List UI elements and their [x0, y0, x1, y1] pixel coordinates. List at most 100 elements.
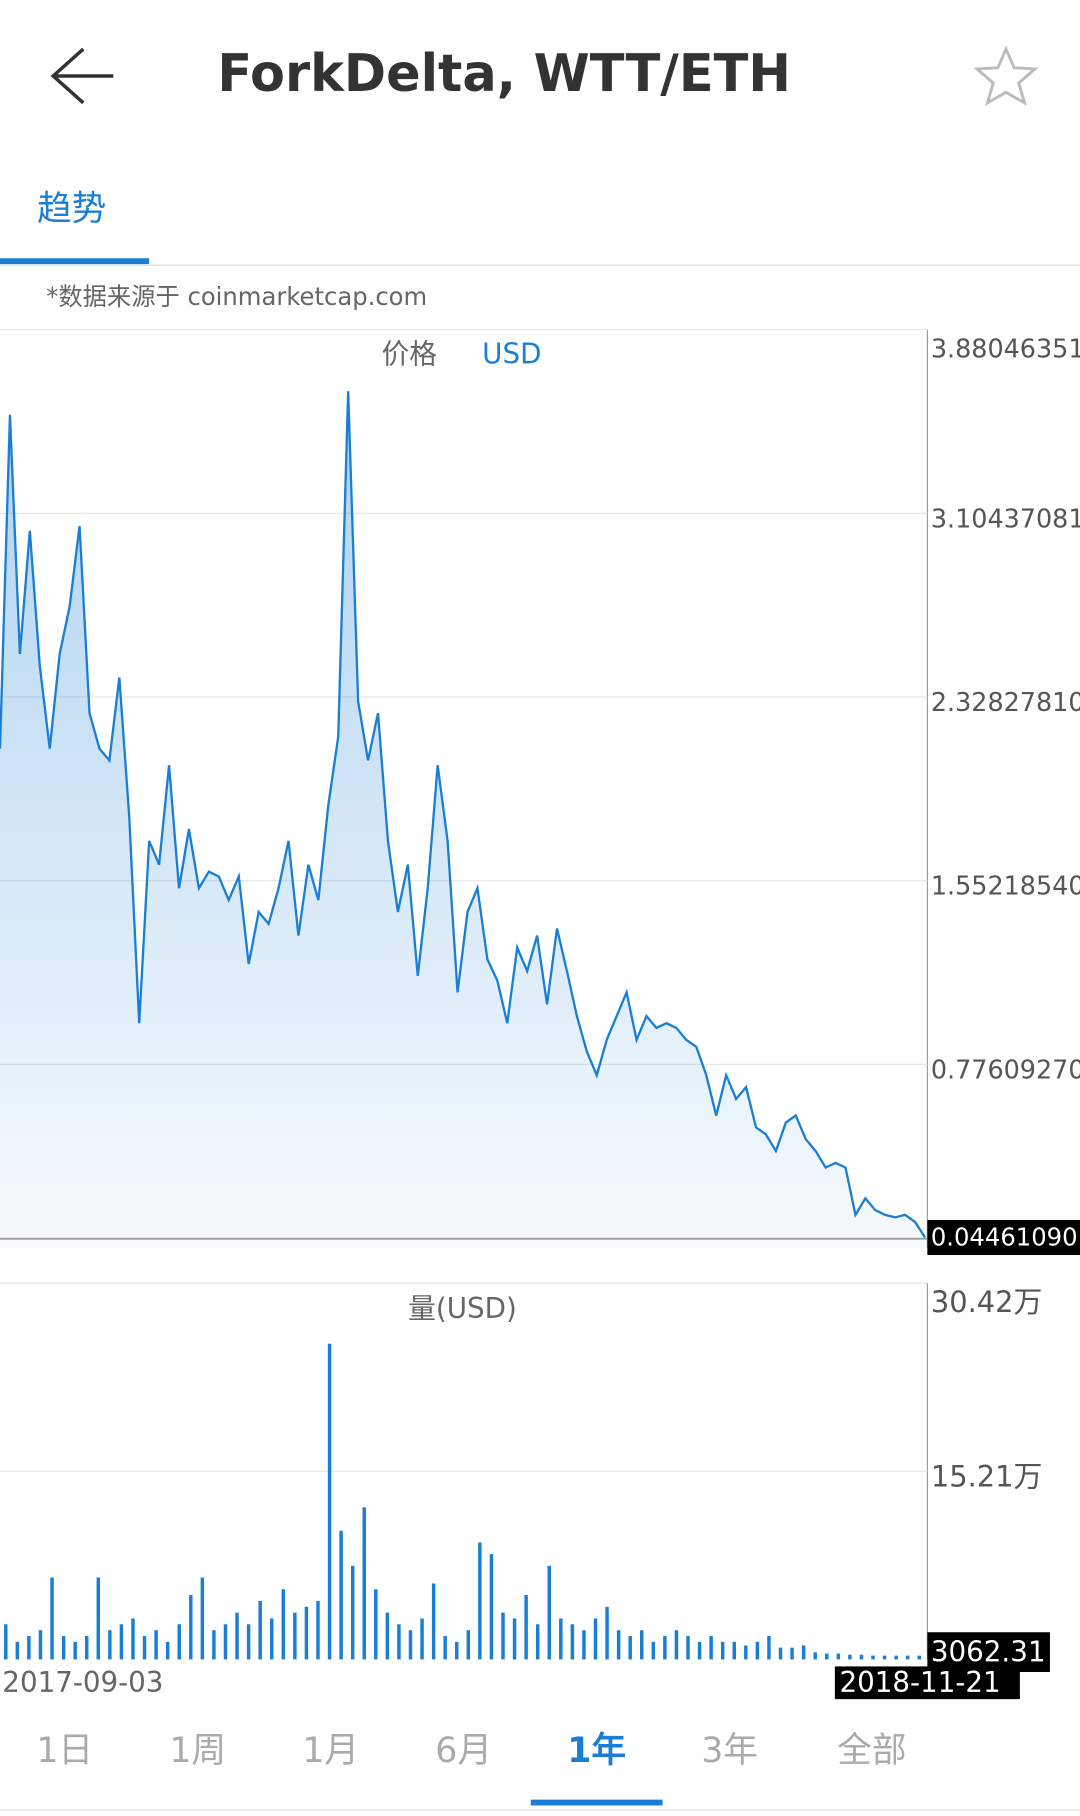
volume-bar	[732, 1641, 736, 1660]
volume-bar	[501, 1612, 505, 1660]
chart-title: 价格	[382, 337, 438, 370]
volume-bar	[84, 1636, 89, 1660]
page-title: ForkDelta, WTT/ETH	[217, 45, 791, 104]
volume-bar	[848, 1654, 852, 1660]
volume-bar	[512, 1618, 517, 1660]
volume-bar	[131, 1618, 135, 1660]
volume-bar	[651, 1641, 656, 1660]
price-line	[0, 391, 927, 1239]
volume-bar	[640, 1630, 644, 1660]
volume-bar	[882, 1655, 887, 1660]
volume-bar	[397, 1624, 401, 1660]
volume-bar	[374, 1589, 378, 1660]
volume-bar	[304, 1606, 309, 1660]
volume-bar	[189, 1595, 193, 1660]
tab[interactable]: 趋势	[37, 189, 106, 229]
current-volume-label: 3062.31	[931, 1635, 1046, 1668]
volume-bar	[674, 1630, 679, 1660]
volume-bar	[50, 1577, 54, 1660]
volume-bar	[547, 1565, 551, 1660]
volume-bar	[697, 1641, 702, 1660]
volume-bar	[524, 1595, 528, 1660]
volume-bar	[593, 1618, 598, 1660]
range-button[interactable]: 3年	[701, 1731, 758, 1771]
volume-bar	[212, 1630, 216, 1660]
y-tick-label: 15.21万	[931, 1459, 1043, 1493]
volume-bar	[293, 1612, 297, 1660]
volume-bar	[790, 1647, 794, 1660]
volume-bar	[119, 1624, 124, 1660]
volume-bar	[871, 1655, 875, 1660]
chart-unit: USD	[482, 337, 541, 370]
volume-bar	[720, 1641, 725, 1660]
volume-bar	[316, 1600, 320, 1660]
favorite-star[interactable]	[973, 45, 1039, 106]
volume-bar	[154, 1630, 158, 1660]
volume-bar	[917, 1655, 922, 1660]
volume-bar	[559, 1618, 563, 1660]
source-note: *数据来源于 coinmarketcap.com	[46, 282, 427, 311]
volume-bar	[570, 1624, 575, 1660]
volume-bar	[165, 1641, 170, 1660]
back-button[interactable]	[50, 47, 114, 105]
volume-bar	[339, 1530, 343, 1660]
range-button[interactable]: 6月	[435, 1731, 492, 1771]
volume-bar	[281, 1589, 286, 1660]
volume-bar	[246, 1624, 251, 1660]
chart-title: 量(USD)	[408, 1292, 517, 1325]
volume-bar	[686, 1636, 690, 1660]
x-start-label: 2017-09-03	[2, 1666, 163, 1699]
volume-bar	[616, 1630, 621, 1660]
y-tick-label: 2.32827810	[931, 688, 1080, 718]
volume-bar	[108, 1630, 112, 1660]
volume-bar	[605, 1606, 609, 1660]
volume-bar	[258, 1600, 262, 1660]
volume-bar	[813, 1652, 817, 1660]
volume-bar	[38, 1630, 43, 1660]
volume-bar	[362, 1507, 366, 1660]
volume-bar	[431, 1583, 436, 1660]
volume-bar	[466, 1630, 471, 1660]
volume-bar	[177, 1624, 181, 1660]
y-tick-label: 1.55218540	[931, 872, 1080, 902]
volume-bar	[825, 1653, 829, 1660]
volume-bar	[778, 1647, 783, 1660]
volume-bar	[628, 1636, 632, 1660]
volume-bar	[489, 1554, 494, 1660]
volume-bar	[894, 1655, 898, 1660]
range-button[interactable]: 1月	[302, 1731, 359, 1771]
volume-bar	[744, 1645, 748, 1660]
volume-bar	[61, 1636, 66, 1660]
volume-bar	[73, 1641, 77, 1660]
x-end-label: 2018-11-21	[839, 1666, 1000, 1699]
current-volume-box	[927, 1632, 1050, 1672]
range-button[interactable]: 全部	[837, 1731, 906, 1771]
volume-bar	[836, 1653, 841, 1660]
range-button[interactable]: 1周	[169, 1731, 226, 1771]
volume-bar	[478, 1542, 482, 1660]
volume-bar	[15, 1641, 20, 1660]
volume-bar	[663, 1636, 667, 1660]
volume-bar	[443, 1636, 447, 1660]
current-price-box	[927, 1219, 1080, 1256]
volume-bar	[327, 1343, 332, 1660]
volume-bar	[535, 1624, 540, 1660]
volume-bar	[420, 1618, 424, 1660]
volume-bar	[4, 1624, 8, 1660]
tab-indicator	[0, 258, 150, 265]
price-area	[0, 391, 926, 1249]
volume-bar	[142, 1636, 147, 1660]
volume-bar	[385, 1612, 390, 1660]
y-tick-label: 30.42万	[931, 1285, 1043, 1319]
range-indicator	[530, 1799, 663, 1806]
volume-bar	[235, 1612, 239, 1660]
range-button[interactable]: 1日	[36, 1731, 93, 1771]
volume-bar	[96, 1577, 101, 1660]
volume-bar	[223, 1624, 228, 1660]
range-button[interactable]: 1年	[567, 1731, 626, 1771]
volume-bar	[27, 1636, 31, 1660]
volume-bar	[767, 1636, 771, 1660]
y-tick-label: 3.10437081	[931, 504, 1080, 534]
volume-bar	[801, 1645, 806, 1660]
